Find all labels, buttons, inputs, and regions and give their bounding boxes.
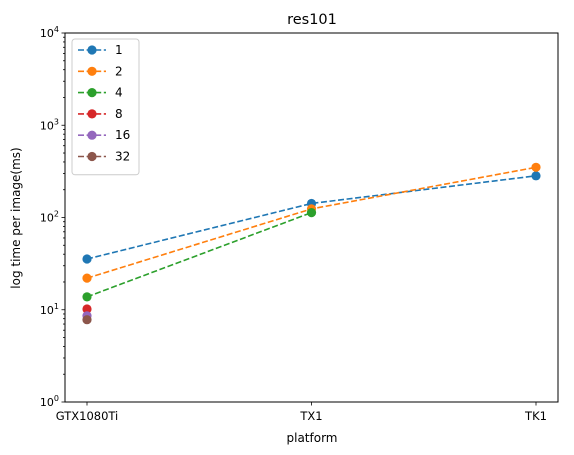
y-tick-label: 101	[40, 302, 59, 317]
legend-marker-32	[87, 151, 97, 162]
x-tick-label: GTX1080Ti	[56, 409, 119, 423]
data-point-8	[82, 304, 92, 314]
legend-label: 8	[115, 107, 123, 121]
y-tick-label: 102	[40, 210, 59, 225]
legend-label: 2	[115, 64, 123, 78]
y-tick-label: 103	[40, 117, 59, 132]
plot-area: 100 101 102 103 104 GTX1080Ti TX1 TK1	[40, 25, 559, 423]
series-line-1	[86, 175, 537, 260]
data-point-2	[82, 273, 92, 283]
legend-marker-16	[87, 130, 97, 140]
data-point-1	[82, 254, 92, 264]
y-tick-label: 104	[40, 25, 59, 40]
legend-marker-8	[87, 109, 97, 119]
chart-title: res101	[287, 12, 337, 28]
legend: 1 2 4 8 16 32	[71, 38, 140, 176]
legend-label: 32	[115, 150, 130, 164]
legend-marker-4	[87, 88, 97, 98]
y-axis-label: log time per image(ms)	[9, 147, 23, 288]
legend-label: 16	[115, 128, 130, 142]
x-axis-label: platform	[287, 431, 338, 445]
data-point-4	[82, 292, 92, 302]
axes-frame	[64, 32, 559, 403]
data-point-2	[531, 162, 541, 172]
legend-label: 1	[115, 43, 123, 57]
x-tick-label: TK1	[524, 409, 547, 423]
data-point-4	[306, 208, 317, 218]
legend-label: 4	[115, 86, 123, 100]
y-tick-label: 100	[40, 394, 59, 409]
data-point-1	[531, 171, 541, 181]
x-tick-label: TX1	[299, 409, 322, 423]
legend-marker-2	[87, 66, 97, 76]
data-point-32	[82, 315, 92, 325]
legend-marker-1	[87, 45, 97, 55]
series-line-4	[86, 211, 312, 298]
